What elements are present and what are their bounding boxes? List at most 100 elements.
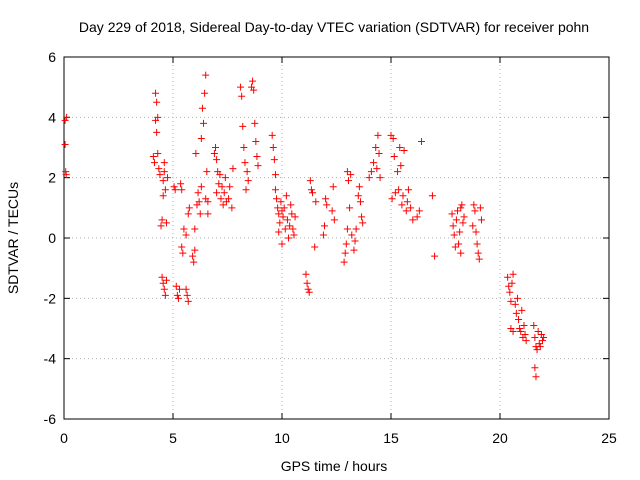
data-point [179,249,187,257]
data-point [449,222,457,230]
data-point [190,258,198,266]
data-point [191,225,199,233]
data-point [521,331,529,339]
data-point [61,116,69,124]
chart-title: Day 229 of 2018, Sidereal Day-to-day VTE… [79,19,589,35]
data-point [63,113,71,121]
data-point [431,252,439,260]
data-point [249,77,257,85]
data-point [330,216,338,224]
data-point [460,213,468,221]
data-point [455,240,463,248]
data-point [344,177,352,185]
data-point [347,171,355,179]
data-point [512,309,520,317]
data-point [182,231,190,239]
data-point [509,270,517,278]
data-point [171,186,179,194]
data-point [218,183,226,191]
data-points [61,71,548,381]
data-point [508,279,516,287]
data-point [279,213,287,221]
data-point [241,159,249,167]
data-point [244,177,252,185]
data-point [159,177,167,185]
y-tick-label: 6 [48,49,56,65]
data-point [321,222,329,230]
data-point [473,240,481,248]
data-point [418,137,426,145]
data-point [323,201,331,209]
data-point [348,231,356,239]
data-point [472,228,480,236]
data-point [399,192,407,200]
data-point [319,231,327,239]
y-tick-label: -4 [44,351,57,367]
data-point [517,328,525,336]
data-point [506,288,514,296]
data-point [415,207,423,215]
data-point [250,86,258,94]
data-point [280,204,288,212]
data-point [225,195,233,203]
data-point [159,192,167,200]
data-point [192,150,200,158]
data-point [509,328,517,336]
x-axis-label: GPS time / hours [281,458,388,474]
data-point [389,134,397,142]
data-point [170,183,178,191]
data-point [243,168,251,176]
data-point [356,198,364,206]
data-point [178,243,186,251]
data-point [198,104,206,112]
data-point [160,159,168,167]
data-point [154,150,162,158]
data-point [274,204,282,212]
data-point [413,213,421,221]
data-point [291,213,299,221]
data-point [303,279,311,287]
x-tick-label: 5 [169,430,177,446]
data-point [240,144,248,151]
data-point [210,150,218,158]
data-point [276,219,284,227]
data-point [452,216,460,224]
data-point [275,228,283,236]
y-axis-label: SDTVAR / TECUs [5,182,21,294]
grid [64,57,609,419]
data-point [173,291,181,299]
data-point [359,219,367,227]
data-point [286,222,294,230]
data-point [268,131,276,139]
data-point [184,297,192,305]
data-point [328,207,336,215]
data-point [341,249,349,257]
data-point [477,216,485,224]
x-tick-label: 25 [601,430,617,446]
data-point [505,282,513,290]
data-point [213,156,221,164]
data-point [307,186,315,194]
data-point [213,189,221,197]
data-point [531,364,539,372]
data-point [178,186,186,194]
data-point [174,294,182,302]
data-point [404,186,412,194]
data-point [302,270,310,278]
y-tick-label: 0 [48,230,56,246]
data-point [271,186,279,194]
data-point [217,195,225,203]
data-point [511,300,519,308]
data-point [534,328,542,336]
data-point [189,252,197,260]
data-point [150,159,158,167]
data-point [469,222,477,230]
data-point [162,276,170,284]
data-point [176,285,184,293]
x-tick-label: 20 [492,430,508,446]
data-point [531,334,539,342]
data-point [309,189,317,197]
data-point [304,285,312,293]
data-point [212,144,220,151]
data-point [197,134,205,142]
